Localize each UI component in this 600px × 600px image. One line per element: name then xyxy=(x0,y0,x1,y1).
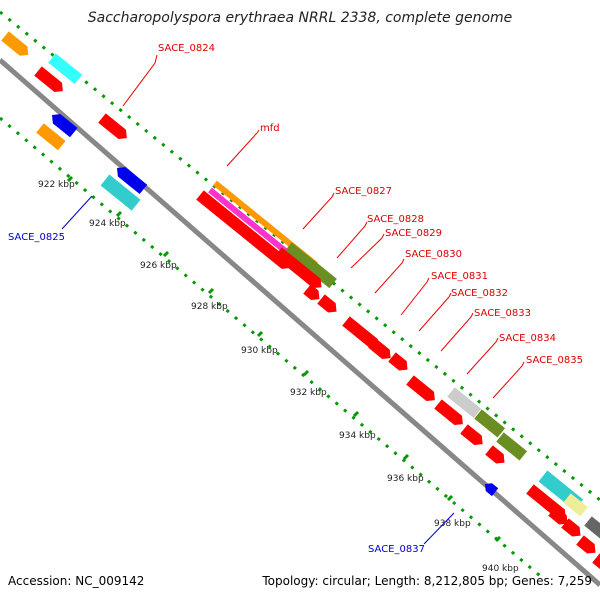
gene-arrow[interactable] xyxy=(368,338,394,362)
gene-arrow[interactable] xyxy=(548,506,571,528)
gene-label[interactable]: SACE_0832 xyxy=(451,288,508,299)
forward-label-leaders xyxy=(122,54,525,399)
reverse-label-leaders xyxy=(61,195,455,545)
gene-label[interactable]: SACE_0837 xyxy=(368,544,425,555)
accession-label: Accession: NC_009142 xyxy=(8,574,145,588)
gene-arrow[interactable] xyxy=(100,174,141,211)
gene-arrow[interactable] xyxy=(48,110,78,138)
scale-tick-label: 922 kbp xyxy=(38,180,75,190)
gene-arrow[interactable] xyxy=(274,247,325,292)
gene-arrow[interactable] xyxy=(496,432,528,461)
scale-tick-label: 924 kbp xyxy=(89,219,126,229)
gene-arrow[interactable] xyxy=(482,480,499,497)
gene-label[interactable]: SACE_0829 xyxy=(385,228,442,239)
scale-tick-label: 938 kbp xyxy=(434,519,471,529)
gene-arrow[interactable] xyxy=(1,31,32,59)
reverse-gene-labels: SACE_0825 SACE_0837 xyxy=(8,232,425,555)
gene-arrow[interactable] xyxy=(48,53,83,85)
gene-arrow[interactable] xyxy=(113,163,148,195)
gene-arrow[interactable] xyxy=(561,518,584,540)
forward-strand-genes xyxy=(1,31,600,574)
gene-arrow[interactable] xyxy=(460,424,486,448)
gene-arrow[interactable] xyxy=(485,445,508,467)
scale-tick-label: 936 kbp xyxy=(387,474,424,484)
gene-label[interactable]: SACE_0835 xyxy=(526,355,583,366)
gene-arrow[interactable] xyxy=(284,242,337,289)
gene-label[interactable]: SACE_0825 xyxy=(8,232,65,243)
scale-tick-label: 932 kbp xyxy=(290,388,327,398)
gene-arrow[interactable] xyxy=(584,516,600,539)
genome-backbone xyxy=(0,58,600,587)
scale-tick-label: 934 kbp xyxy=(339,431,376,441)
gene-label[interactable]: mfd xyxy=(260,123,280,134)
scale-tick-label: 926 kbp xyxy=(140,261,177,271)
scale-tick-marks xyxy=(66,175,502,543)
gene-arrow[interactable] xyxy=(342,316,382,352)
reverse-strand-genes xyxy=(36,110,499,497)
gene-arrow[interactable] xyxy=(592,553,600,574)
gene-arrow[interactable] xyxy=(303,284,323,303)
gene-arrow[interactable] xyxy=(317,294,340,316)
scale-tick-label: 930 kbp xyxy=(241,346,278,356)
gene-arrow[interactable] xyxy=(474,409,506,438)
gene-label[interactable]: SACE_0830 xyxy=(405,249,462,260)
inner-tick-ring xyxy=(0,116,546,582)
gene-arrow[interactable] xyxy=(447,387,482,419)
gene-arrow[interactable] xyxy=(36,123,66,151)
genome-summary: Topology: circular; Length: 8,212,805 bp… xyxy=(262,574,592,588)
gene-label[interactable]: SACE_0827 xyxy=(335,186,392,197)
gene-label[interactable]: SACE_0831 xyxy=(431,271,488,282)
gene-label[interactable]: SACE_0833 xyxy=(474,308,531,319)
gene-arrow[interactable] xyxy=(406,375,438,404)
forward-gene-labels: SACE_0824 mfd SACE_0827 SACE_0828 SACE_0… xyxy=(158,43,583,366)
gene-arrow[interactable] xyxy=(388,352,411,374)
scale-tick-label: 940 kbp xyxy=(482,564,519,574)
gene-arrow[interactable] xyxy=(576,535,599,557)
gene-arrow[interactable] xyxy=(563,493,588,517)
gene-arrow[interactable] xyxy=(196,190,294,272)
gene-label[interactable]: SACE_0824 xyxy=(158,43,215,54)
scale-tick-labels: 922 kbp 924 kbp 926 kbp 928 kbp 930 kbp … xyxy=(38,180,519,574)
gene-arrow[interactable] xyxy=(434,399,466,428)
gene-arrow[interactable] xyxy=(98,113,130,142)
gene-label[interactable]: SACE_0834 xyxy=(499,333,556,344)
gene-arrow[interactable] xyxy=(34,66,66,95)
scale-tick-label: 928 kbp xyxy=(191,302,228,312)
genome-title: Saccharopolyspora erythraea NRRL 2338, c… xyxy=(87,10,513,26)
gene-label[interactable]: SACE_0828 xyxy=(367,214,424,225)
